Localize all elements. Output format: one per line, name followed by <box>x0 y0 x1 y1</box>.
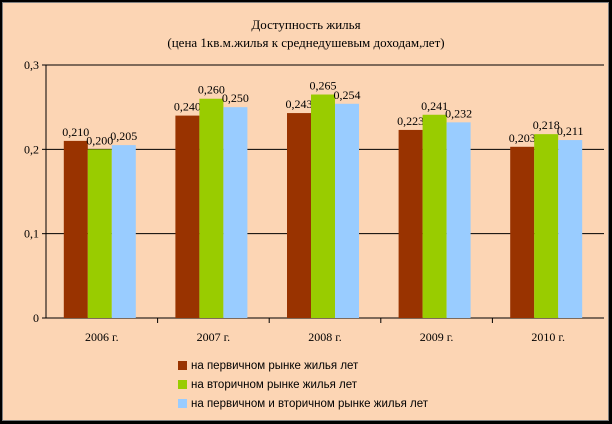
data-label: 0,205 <box>110 129 137 143</box>
data-label: 0,254 <box>334 88 361 102</box>
chart-legend: на первичном рынке жилья лет на вторично… <box>178 356 428 413</box>
data-label: 0,200 <box>86 133 113 147</box>
bar <box>175 115 200 318</box>
data-label: 0,218 <box>533 118 560 132</box>
legend-item-secondary: на вторичном рынке жилья лет <box>178 375 428 394</box>
data-label: 0,223 <box>397 114 424 128</box>
legend-swatch-secondary <box>178 380 187 389</box>
x-tick-label: 2009 г. <box>420 330 454 344</box>
chart-title: Доступность жилья <box>251 17 361 32</box>
bar <box>287 113 311 318</box>
x-tick-label: 2010 г. <box>531 330 565 344</box>
data-label: 0,210 <box>62 125 89 139</box>
legend-label-secondary: на вторичном рынке жилья лет <box>191 378 357 391</box>
x-tick-label: 2006 г. <box>85 330 119 344</box>
data-label: 0,241 <box>421 99 448 113</box>
y-tick-label: 0 <box>33 311 39 325</box>
bar <box>223 107 248 319</box>
legend-item-primary: на первичном рынке жилья лет <box>178 356 428 375</box>
bar <box>398 129 423 318</box>
data-label: 0,211 <box>557 124 584 138</box>
bar <box>87 149 112 318</box>
x-tick-label: 2008 г. <box>308 330 342 344</box>
data-label: 0,260 <box>198 83 225 97</box>
bar <box>534 134 559 318</box>
data-label: 0,250 <box>222 91 249 105</box>
data-label: 0,240 <box>174 100 201 114</box>
y-tick-label: 0,2 <box>24 142 39 156</box>
legend-swatch-combined <box>178 399 187 408</box>
chart-subtitle: (цена 1кв.м.жилья к среднедушевым дохода… <box>167 35 445 50</box>
bar <box>335 103 359 318</box>
legend-swatch-primary <box>178 361 187 370</box>
bar <box>111 145 136 318</box>
bar <box>311 94 335 319</box>
data-label: 0,243 <box>286 97 313 111</box>
bar <box>558 140 583 318</box>
bar <box>446 122 471 318</box>
legend-item-combined: на первичном и вторичном рынке жилья лет <box>178 394 428 413</box>
data-label: 0,232 <box>445 106 472 120</box>
data-label: 0,203 <box>509 131 536 145</box>
x-tick-label: 2007 г. <box>197 330 231 344</box>
data-label: 0,265 <box>310 79 337 93</box>
y-tick-label: 0,3 <box>24 58 39 72</box>
bar <box>422 114 447 318</box>
bar <box>199 98 224 318</box>
legend-label-primary: на первичном рынке жилья лет <box>191 359 359 372</box>
bar <box>510 146 535 318</box>
y-tick-label: 0,1 <box>24 227 39 241</box>
bar <box>63 140 88 318</box>
legend-label-combined: на первичном и вторичном рынке жилья лет <box>191 397 428 410</box>
